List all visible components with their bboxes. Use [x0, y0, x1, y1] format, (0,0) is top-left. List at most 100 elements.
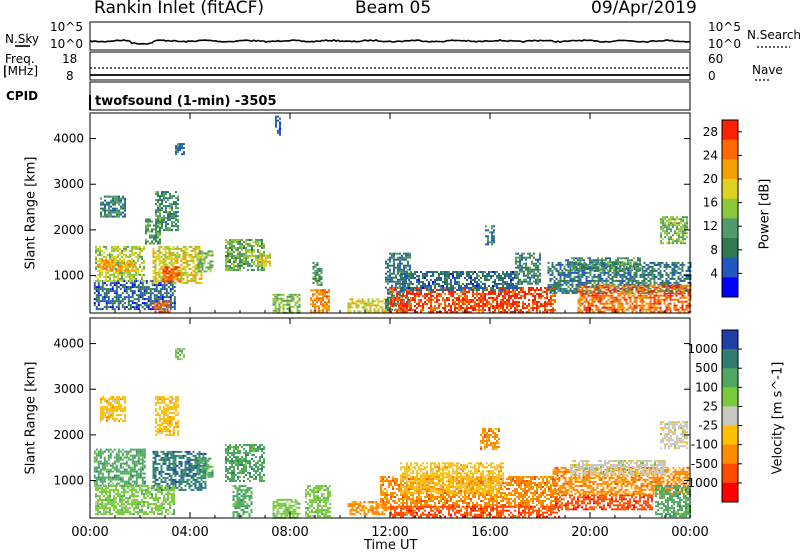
heatmap-cell [103, 267, 106, 270]
heatmap-cell [422, 275, 424, 277]
heatmap-cell [416, 293, 418, 295]
heatmap-cell [512, 289, 514, 291]
heatmap-cell [143, 294, 146, 297]
heatmap-cell [416, 289, 418, 291]
heatmap-cell [625, 281, 628, 284]
heatmap-cell [621, 279, 624, 282]
heatmap-cell [115, 267, 117, 270]
heatmap-cell [169, 207, 171, 210]
heatmap-cell [486, 287, 488, 289]
heatmap-cell [506, 307, 508, 309]
heatmap-cell [121, 267, 123, 270]
heatmap-cell [599, 289, 602, 292]
heatmap-cell [581, 267, 583, 270]
heatmap-cell [170, 276, 173, 279]
heatmap-cell [408, 287, 410, 289]
heatmap-cell [159, 197, 161, 200]
heatmap-cell [157, 236, 159, 239]
heatmap-cell [623, 269, 625, 272]
heatmap-cell [274, 297, 277, 300]
heatmap-cell [538, 297, 540, 299]
heatmap-cell [673, 308, 676, 311]
heatmap-cell [389, 280, 391, 283]
heatmap-cell [257, 269, 259, 271]
heatmap-cell [104, 213, 106, 216]
heatmap-cell [166, 255, 169, 258]
heatmap-cell [145, 304, 148, 307]
heatmap-cell [157, 234, 159, 237]
heatmap-cell [211, 250, 214, 253]
heatmap-cell [591, 263, 594, 266]
heatmap-cell [155, 209, 157, 212]
heatmap-cell [171, 197, 173, 200]
heatmap-cell [444, 299, 446, 301]
heatmap-cell [593, 263, 596, 266]
heatmap-cell [621, 263, 623, 266]
heatmap-cell [430, 293, 432, 295]
heatmap-cell [548, 289, 550, 291]
heatmap-cell [404, 311, 406, 313]
heatmap-cell [103, 265, 106, 268]
heatmap-cell [440, 273, 442, 275]
heatmap-cell [387, 292, 389, 295]
heatmap-cell [535, 274, 537, 277]
heatmap-cell [182, 249, 185, 252]
heatmap-cell [122, 197, 124, 200]
heatmap-cell [671, 286, 674, 289]
heatmap-cell [139, 280, 142, 283]
heatmap-cell [155, 294, 158, 297]
heatmap-cell [587, 275, 590, 278]
heatmap-cell [625, 302, 628, 305]
heatmap-cell [438, 295, 440, 297]
heatmap-cell [178, 269, 181, 272]
heatmap-cell [645, 291, 648, 294]
heatmap-cell [408, 309, 410, 311]
heatmap-cell [643, 300, 646, 303]
heatmap-cell [533, 252, 535, 255]
heatmap-cell [655, 308, 658, 311]
heatmap-cell [528, 303, 530, 305]
heatmap-cell [494, 297, 496, 299]
heatmap-cell [322, 289, 324, 292]
heatmap-cell [454, 283, 456, 285]
heatmap-cell [472, 301, 474, 303]
heatmap-cell [194, 247, 197, 250]
heatmap-cell [318, 277, 321, 280]
heatmap-cell [274, 303, 277, 306]
heatmap-cell [385, 272, 387, 275]
heatmap-cell [113, 284, 116, 287]
heatmap-cell [359, 302, 362, 305]
heatmap-cell [292, 297, 295, 300]
date-label: 09/Apr/2019 [591, 0, 697, 18]
heatmap-cell [105, 296, 108, 299]
heatmap-cell [569, 261, 571, 264]
heatmap-cell [627, 290, 630, 293]
heatmap-cell [685, 304, 688, 307]
heatmap-cell [233, 241, 235, 243]
heatmap-cell [442, 281, 444, 283]
heatmap-cell [186, 261, 189, 264]
heatmap-cell [412, 289, 414, 291]
heatmap-cell [249, 255, 251, 257]
heatmap-cell [245, 263, 247, 265]
heatmap-cell [162, 272, 165, 275]
heatmap-cell [603, 286, 606, 289]
heatmap-cell [528, 293, 530, 295]
heatmap-cell [397, 258, 399, 261]
heatmap-cell [129, 275, 131, 278]
heatmap-cell [190, 245, 193, 248]
heatmap-cell [496, 277, 498, 279]
heatmap-cell [156, 277, 159, 280]
heatmap-cell [194, 277, 197, 280]
heatmap-cell [314, 299, 316, 302]
heatmap-cell [637, 267, 639, 270]
heatmap-cell [113, 279, 115, 282]
heatmap-cell [241, 239, 243, 241]
heatmap-cell [552, 307, 554, 309]
heatmap-cell [460, 289, 462, 291]
heatmap-cell [627, 288, 630, 291]
heatmap-cell [579, 308, 582, 311]
heatmap-cell [397, 300, 399, 303]
heatmap-cell [97, 273, 99, 276]
heatmap-cell [635, 273, 638, 276]
